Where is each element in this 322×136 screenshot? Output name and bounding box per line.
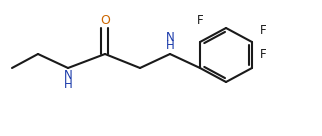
Text: N: N: [166, 31, 175, 44]
Text: H: H: [64, 78, 72, 91]
Text: O: O: [100, 14, 110, 27]
Text: F: F: [260, 47, 267, 61]
Text: N: N: [64, 69, 72, 82]
Text: F: F: [197, 14, 203, 27]
Text: F: F: [260, 24, 267, 36]
Text: H: H: [166, 39, 175, 52]
